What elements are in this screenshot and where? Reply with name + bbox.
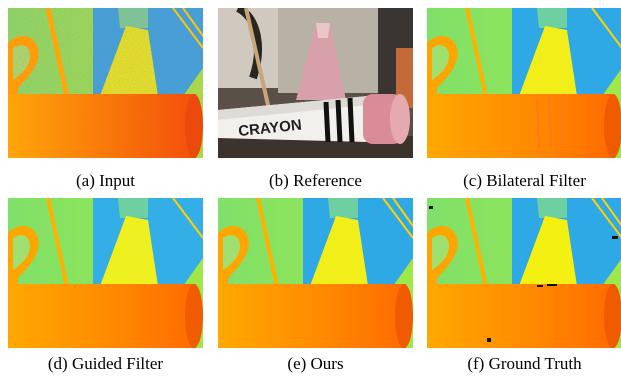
caption-bilateral: (c) Bilateral Filter xyxy=(463,171,586,190)
panel-input xyxy=(8,8,203,158)
ground-truth-depth xyxy=(427,198,621,348)
caption-ours: (e) Ours xyxy=(287,354,344,373)
panel-reference: CRAYON xyxy=(218,8,413,158)
panel-ours xyxy=(218,198,413,348)
reference-photo: CRAYON xyxy=(218,8,413,158)
input-depth-image xyxy=(8,8,203,158)
guided-filter-output xyxy=(8,198,203,348)
panel-guided xyxy=(8,198,203,348)
caption-input: (a) Input xyxy=(75,171,135,190)
panel-bilateral xyxy=(427,8,621,158)
ours-output xyxy=(218,198,413,348)
panel-ground-truth xyxy=(427,198,621,348)
caption-reference: (b) Reference xyxy=(269,171,362,190)
reference-crayon-label: CRAYON xyxy=(237,117,302,141)
bilateral-filter-output xyxy=(427,8,621,158)
caption-guided: (d) Guided Filter xyxy=(47,354,164,373)
caption-ground-truth: (f) Ground Truth xyxy=(467,354,582,373)
